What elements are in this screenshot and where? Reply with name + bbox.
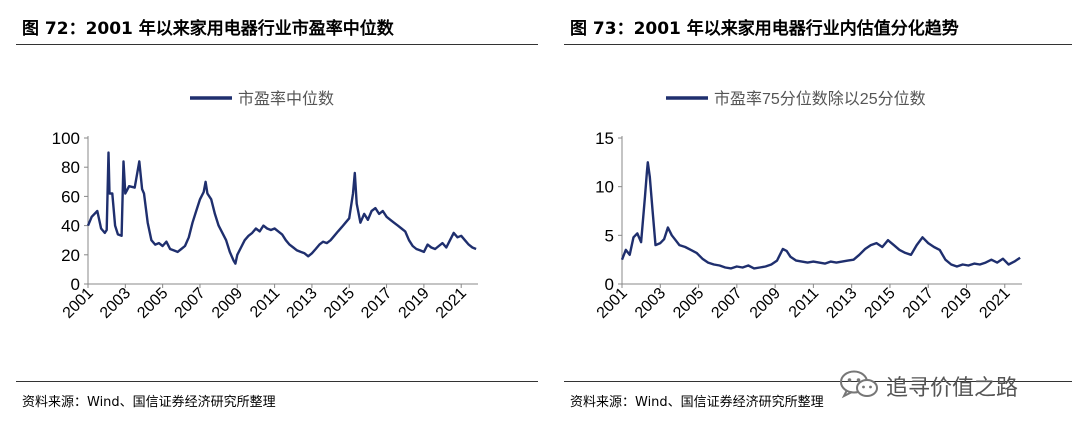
source-note: 资料来源：Wind、国信证券经济研究所整理	[22, 395, 276, 410]
x-tick-label: 2017	[358, 285, 395, 322]
figure-panel-right: 图 73：2001 年以来家用电器行业内估值分化趋势 市盈率75分位数除以25分…	[556, 0, 1080, 432]
x-tick-label: 2005	[134, 285, 171, 322]
pe-dispersion-chart: 市盈率75分位数除以25分位数 0 5 10 15 2001 2003 2005 2007 200…	[594, 90, 1022, 322]
y-tick-label: 80	[61, 158, 80, 177]
figure-panel-left: 图 72：2001 年以来家用电器行业市盈率中位数 市盈率中位数 0 20 40 60 8…	[16, 19, 538, 410]
title-rule	[16, 44, 538, 45]
y-tick-label: 15	[595, 129, 614, 148]
x-tick-label: 2017	[900, 285, 937, 322]
y-tick-label: 0	[605, 275, 614, 294]
source-note: 资料来源：Wind、国信证券经济研究所整理	[570, 395, 824, 410]
legend-label: 市盈率75分位数除以25分位数	[714, 90, 926, 108]
y-tick-label: 40	[61, 217, 80, 236]
x-tick-label: 2019	[938, 285, 975, 322]
figure-title: 图 73：2001 年以来家用电器行业内估值分化趋势	[570, 19, 959, 39]
watermark-text: 追寻价值之路	[886, 376, 1019, 401]
x-tick-label: 2015	[862, 285, 899, 322]
y-tick-label: 5	[605, 226, 614, 245]
footer-rule	[564, 381, 1072, 382]
y-tick-label: 20	[61, 246, 80, 265]
watermark: 追寻价值之路	[838, 367, 1068, 403]
x-tick-label: 2011	[786, 285, 822, 321]
x-tick-label: 2021	[976, 285, 1013, 322]
x-tick-label: 2009	[747, 285, 784, 322]
x-tick-label: 2009	[209, 285, 246, 322]
x-tick-label: 2007	[172, 285, 209, 322]
wechat-icon	[840, 370, 878, 399]
y-tick-label: 60	[61, 187, 80, 206]
x-tick-label: 2003	[632, 285, 669, 322]
series-line	[620, 161, 1021, 270]
x-tick-label: 2013	[284, 285, 321, 322]
x-tick-label: 2007	[708, 285, 745, 322]
figure-title: 图 72：2001 年以来家用电器行业市盈率中位数	[22, 19, 394, 39]
x-tick-label: 2021	[433, 285, 470, 322]
x-tick-label: 2001	[60, 285, 97, 322]
x-tick-label: 2003	[97, 285, 134, 322]
legend-label: 市盈率中位数	[238, 90, 334, 108]
footer-rule	[16, 381, 538, 382]
title-rule	[564, 44, 1072, 45]
x-tick-label: 2013	[823, 285, 860, 322]
y-tick-label: 0	[71, 275, 80, 294]
y-tick-label: 10	[595, 178, 614, 197]
x-tick-label: 2011	[247, 285, 283, 321]
x-tick-label: 2015	[321, 285, 358, 322]
series-line	[86, 151, 477, 265]
x-tick-label: 2001	[594, 285, 631, 322]
x-tick-label: 2005	[670, 285, 707, 322]
y-tick-label: 100	[52, 129, 80, 148]
x-tick-label: 2019	[396, 285, 433, 322]
